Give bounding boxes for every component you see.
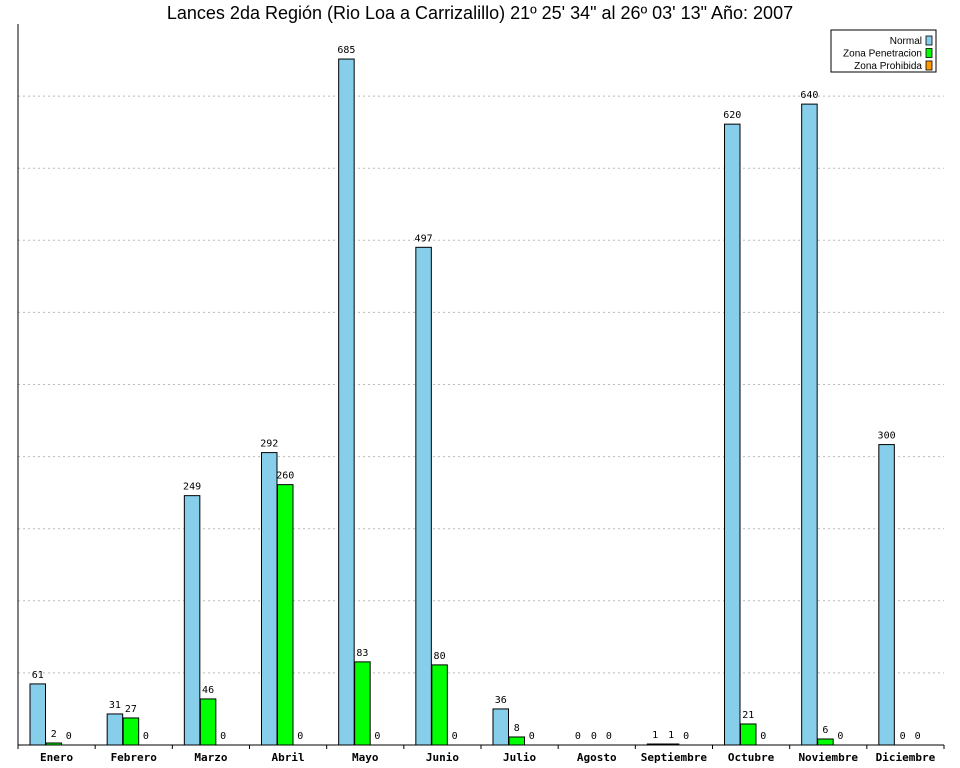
axes: Enero Febrero Marzo Abril Mayo Junio Julio Agos… [17, 24, 945, 764]
bar [106, 713, 124, 746]
data-label: 0 [220, 731, 226, 742]
bar [199, 698, 217, 746]
data-label: 0 [591, 731, 597, 742]
legend-label: Normal [890, 36, 922, 47]
data-label: 1 [652, 730, 658, 741]
data-label: 2 [51, 729, 57, 740]
data-label: 46 [202, 685, 214, 696]
data-label: 685 [337, 45, 355, 56]
data-label: 0 [900, 731, 906, 742]
data-label: 80 [434, 651, 446, 662]
legend-swatch [925, 35, 933, 46]
x-tick-label: Julio [503, 751, 536, 764]
gridlines [18, 95, 944, 674]
bar [878, 444, 895, 746]
x-tick-label: Junio [426, 751, 459, 764]
bar [277, 484, 294, 746]
data-label: 0 [915, 731, 921, 742]
bar [801, 103, 818, 746]
data-label: 36 [495, 695, 507, 706]
data-label: 497 [415, 233, 433, 244]
data-label: 0 [66, 731, 72, 742]
data-label: 0 [374, 731, 380, 742]
bar [338, 58, 355, 746]
data-label: 21 [742, 710, 754, 721]
data-label: 27 [125, 704, 137, 715]
data-label: 0 [606, 731, 612, 742]
bar [29, 683, 46, 746]
x-tick-label: Abril [272, 751, 305, 764]
data-label: 0 [575, 731, 581, 742]
data-label: 1 [668, 730, 674, 741]
data-label: 61 [32, 670, 44, 681]
data-label: 0 [760, 731, 766, 742]
data-label: 8 [514, 723, 520, 734]
bar [724, 123, 741, 746]
data-label: 292 [260, 439, 278, 450]
bar [508, 736, 525, 746]
x-tick-label: Diciembre [876, 751, 936, 764]
x-tick-label: Octubre [728, 751, 775, 764]
data-label: 620 [723, 110, 741, 121]
data-label: 0 [683, 731, 689, 742]
data-label: 6 [822, 725, 828, 736]
bar [817, 738, 834, 746]
x-tick-label: Mayo [352, 751, 379, 764]
x-tick-label: Agosto [577, 751, 617, 764]
data-label: 0 [143, 731, 149, 742]
bar [183, 495, 201, 746]
bar [740, 723, 757, 746]
x-tick-label: Septiembre [641, 751, 708, 764]
x-tick-label: Noviembre [798, 751, 858, 764]
x-tick-label: Marzo [194, 751, 227, 764]
data-label: 0 [529, 731, 535, 742]
legend-swatch [925, 48, 933, 58]
x-tick-label: Enero [40, 751, 73, 764]
data-label: 249 [183, 482, 201, 493]
data-label: 83 [356, 648, 368, 659]
data-label: 640 [800, 90, 818, 101]
bar [431, 664, 448, 746]
legend-label: Zona Penetracion [843, 49, 922, 60]
bar [261, 452, 278, 746]
data-label: 300 [878, 431, 896, 442]
data-label: 31 [109, 700, 121, 711]
data-label: 260 [276, 471, 294, 482]
legend-label: Zona Prohibida [854, 61, 922, 72]
bar [122, 717, 140, 746]
bar [492, 708, 509, 746]
legend-swatch [925, 60, 933, 71]
legend-box [830, 29, 937, 73]
data-label: 0 [837, 731, 843, 742]
data-label: 0 [452, 731, 458, 742]
x-tick-label: Febrero [111, 751, 158, 764]
data-label: 0 [297, 731, 303, 742]
bar [354, 661, 371, 746]
bar [415, 246, 432, 746]
chart-title: Lances 2da Región (Rio Loa a Carrizalill… [167, 3, 793, 23]
